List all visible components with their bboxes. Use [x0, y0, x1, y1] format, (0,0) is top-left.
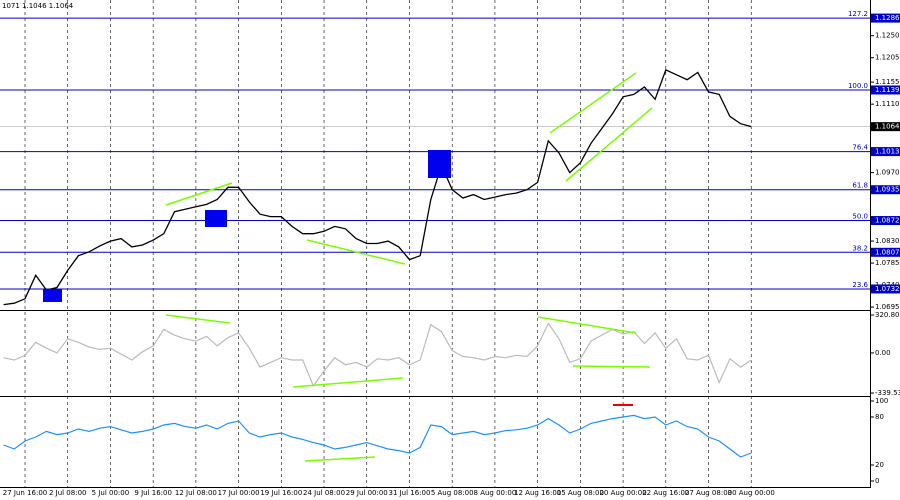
price-tag: [871, 247, 900, 257]
series-line: [3, 69, 752, 306]
trend-line: [292, 377, 404, 388]
marker-box: [43, 289, 62, 302]
trend-line: [165, 182, 233, 206]
fib-label: 127.2: [848, 10, 868, 18]
price-tag: [871, 85, 900, 95]
y-tick-label: 1.1250: [875, 32, 900, 40]
price-tag: [871, 147, 900, 157]
current-price-label: 1.1064: [875, 123, 900, 131]
x-tick-label: 29 Jul 00:00: [346, 489, 388, 497]
y-tick-label: 1.1110: [875, 100, 900, 108]
y-tick-label: 1.0785: [875, 259, 900, 267]
price-tag: [871, 13, 900, 23]
trend-line: [565, 107, 653, 182]
x-tick-label: 22 Aug 16:00: [642, 489, 689, 497]
x-tick-label: 5 Aug 08:00: [431, 489, 474, 497]
x-tick-label: 12 Aug 16:00: [514, 489, 561, 497]
x-tick-label: 2 Jul 08:00: [49, 489, 87, 497]
header-prices: 1071 1.1046 1.1064: [2, 2, 74, 10]
trend-line: [306, 239, 406, 265]
y-tick-label: 0: [875, 477, 879, 485]
price-tag-label: 1.0935: [875, 186, 900, 194]
price-tag-label: 1.0807: [875, 248, 900, 256]
axis: 27 Jun 16:00 2 Jul 08:00 5 Jul 00:00 9 Jul …: [3, 10, 900, 497]
x-tick-label: 9 Jul 16:00: [134, 489, 172, 497]
marker-box: [205, 210, 227, 227]
y-tick-label: 80: [875, 413, 884, 421]
fib-label: 38.2: [852, 244, 868, 252]
fib-label: 100.0: [848, 82, 868, 90]
price-tag-label: 1.1013: [875, 148, 900, 156]
fib-label: 50.0: [852, 213, 868, 221]
price-tag: [871, 122, 900, 132]
y-tick-label: 20: [875, 461, 884, 469]
x-tick-label: 27 Jun 16:00: [3, 489, 47, 497]
y-tick-label: 1.1155: [875, 78, 900, 86]
x-tick-label: 31 Jul 16:00: [388, 489, 430, 497]
y-tick-label: 320.8062: [875, 311, 900, 319]
price-tag: [871, 185, 900, 195]
trend-line: [537, 316, 637, 334]
fib-label: 61.8: [852, 182, 868, 190]
x-tick-label: 8 Aug 00:00: [474, 489, 517, 497]
panel-frames: [0, 0, 871, 488]
series-line: [3, 414, 752, 458]
plot: [0, 17, 870, 458]
marker-box: [428, 150, 451, 178]
x-tick-label: 17 Jul 00:00: [218, 489, 260, 497]
series-line: [3, 322, 752, 388]
y-tick-label: 1.0830: [875, 237, 900, 245]
y-tick-label: 0.00: [875, 349, 891, 357]
x-tick-label: 20 Aug 00:00: [599, 489, 646, 497]
price-tag: [871, 284, 900, 294]
analysis-drawings: [43, 72, 653, 462]
x-tick-label: 30 Aug 00:00: [728, 489, 775, 497]
fib-label: 23.6: [852, 281, 868, 289]
x-tick-label: 24 Jul 08:00: [303, 489, 345, 497]
x-tick-label: 5 Jul 00:00: [92, 489, 130, 497]
price-tag-label: 1.1286: [875, 14, 900, 22]
y-tick-label: 1.1205: [875, 54, 900, 62]
trend-line: [165, 314, 231, 324]
price-tag-label: 1.0732: [875, 285, 900, 293]
x-tick-label: 12 Jul 08:00: [175, 489, 217, 497]
price-tag-label: 1.0872: [875, 217, 900, 225]
x-tick-label: 19 Jul 16:00: [260, 489, 302, 497]
fib-label: 76.4: [852, 144, 868, 152]
trend-line: [304, 456, 376, 462]
y-tick-label: 100: [875, 397, 888, 405]
x-tick-label: 27 Aug 08:00: [685, 489, 732, 497]
price-tag: [871, 216, 900, 226]
trend-line: [572, 365, 651, 368]
y-tick-label: -339.532: [875, 389, 900, 397]
price-tag-label: 1.1139: [875, 86, 900, 94]
y-tick-label: 1.0695: [875, 303, 900, 311]
trend-line: [549, 72, 637, 134]
y-tick-label: 1.0970: [875, 169, 900, 177]
x-tick-label: 15 Aug 08:00: [557, 489, 604, 497]
